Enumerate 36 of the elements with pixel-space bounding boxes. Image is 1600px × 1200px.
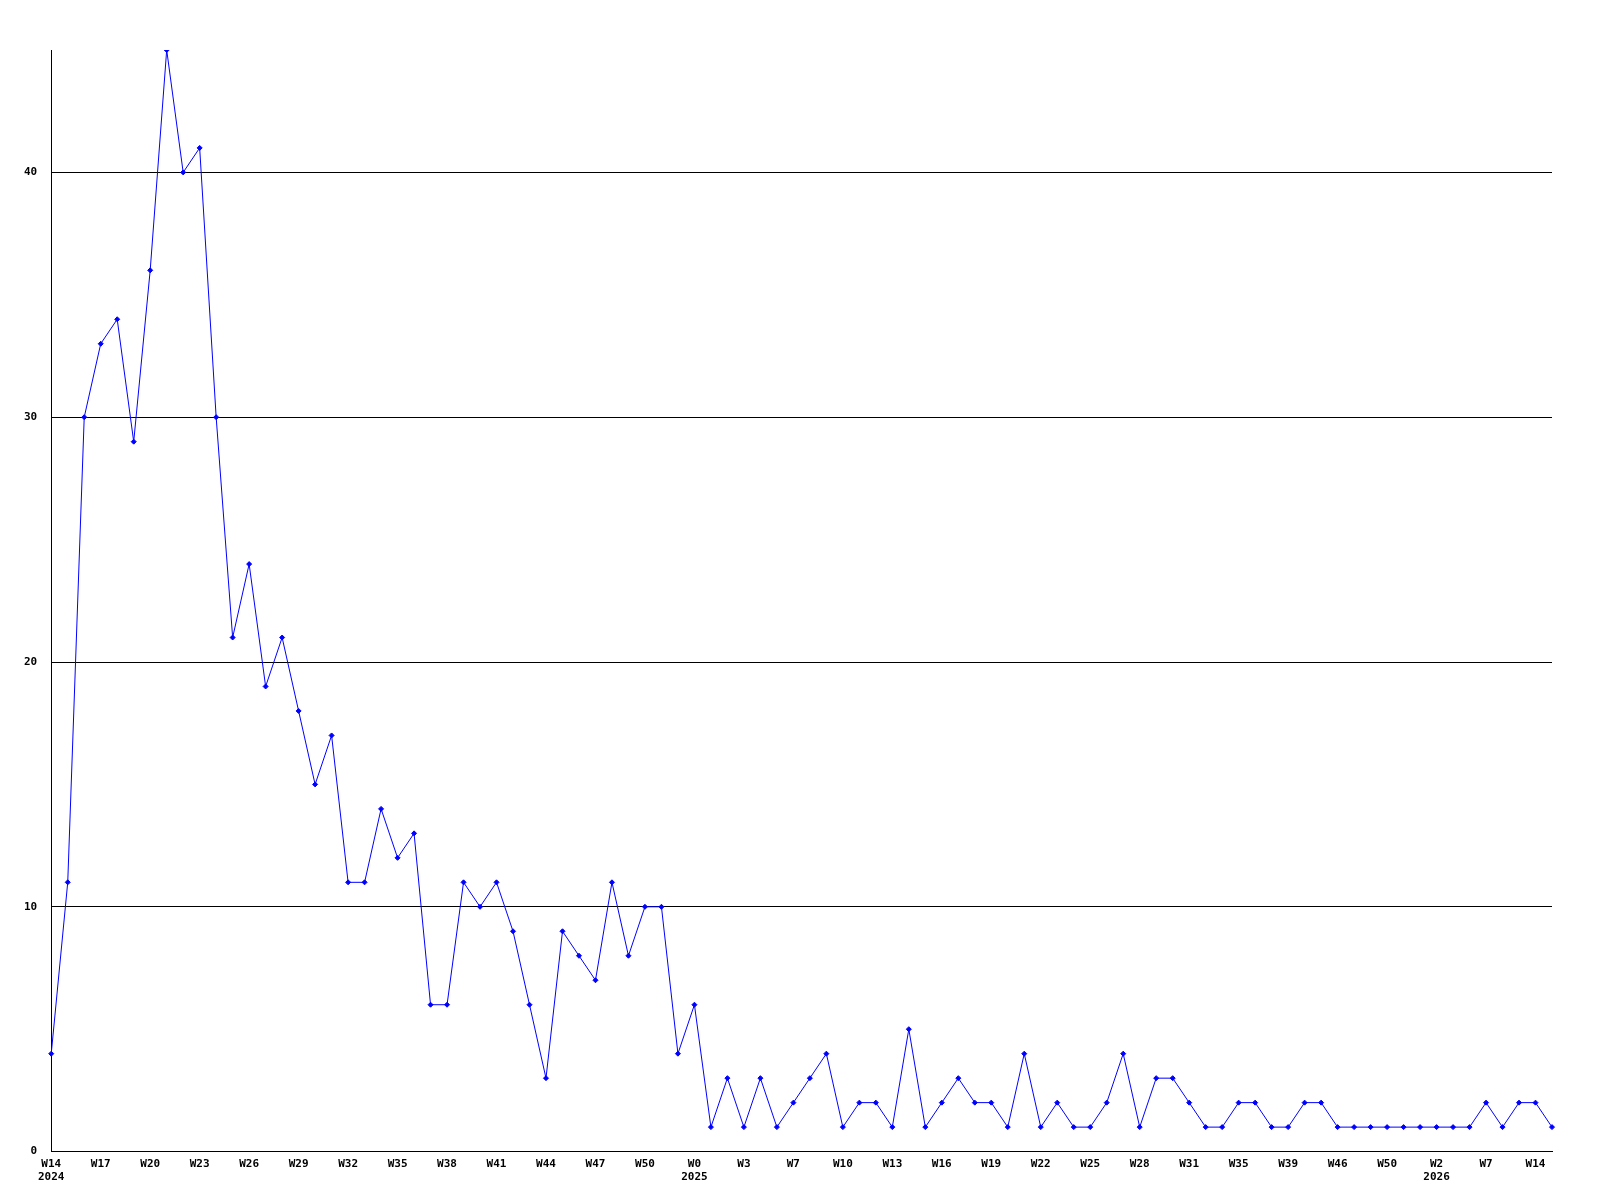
x-tick-label: W25 (1080, 1157, 1101, 1171)
x-tick-label: W29 (288, 1157, 309, 1171)
y-tick-label: 30 (24, 410, 38, 424)
x-tick-label: W28 (1129, 1157, 1150, 1171)
x-tick-label: W13 (882, 1157, 903, 1171)
x-tick-label: W7 (1479, 1157, 1493, 1171)
x-tick-label: W17 (90, 1157, 111, 1171)
x-tick-label: W50 (1377, 1157, 1398, 1171)
x-tick-label: W19 (981, 1157, 1002, 1171)
y-tick-label: 0 (30, 1144, 38, 1158)
x-tick-label: W22 (1030, 1157, 1051, 1171)
x-tick-label: W41 (486, 1157, 507, 1171)
x-tick-label: W3 (737, 1157, 751, 1171)
x-tick-label: W35 (387, 1157, 408, 1171)
x-tick-label: W23 (189, 1157, 210, 1171)
x-tick-label: W50 (635, 1157, 655, 1171)
x-tick-label: W46 (1327, 1157, 1348, 1171)
x-tick-label: W16 (931, 1157, 953, 1171)
y-tick-label: 40 (24, 165, 38, 179)
x-tick-label: W20 (140, 1157, 161, 1171)
x-tick-label: W26 (239, 1157, 260, 1171)
x-tick-label: W31 (1179, 1157, 1200, 1171)
x-tick-label: W7 (786, 1157, 800, 1171)
x-tick-label: W0 2025 (681, 1157, 708, 1184)
x-tick-label: W2 2026 (1423, 1157, 1451, 1184)
x-tick-label: W10 (832, 1157, 853, 1171)
x-tick-label: W47 (585, 1157, 606, 1171)
x-tick-label: W32 (338, 1157, 359, 1171)
y-tick-label: 10 (24, 899, 38, 913)
y-tick-label: 20 (24, 654, 38, 668)
x-tick-label: W38 (437, 1157, 457, 1171)
x-tick-label: W14 2024 (38, 1157, 65, 1184)
x-tick-label: W35 (1228, 1157, 1249, 1171)
x-tick-label: W39 (1278, 1157, 1299, 1171)
x-tick-label: W14 (1525, 1157, 1546, 1171)
x-tick-label: W44 (536, 1157, 557, 1171)
